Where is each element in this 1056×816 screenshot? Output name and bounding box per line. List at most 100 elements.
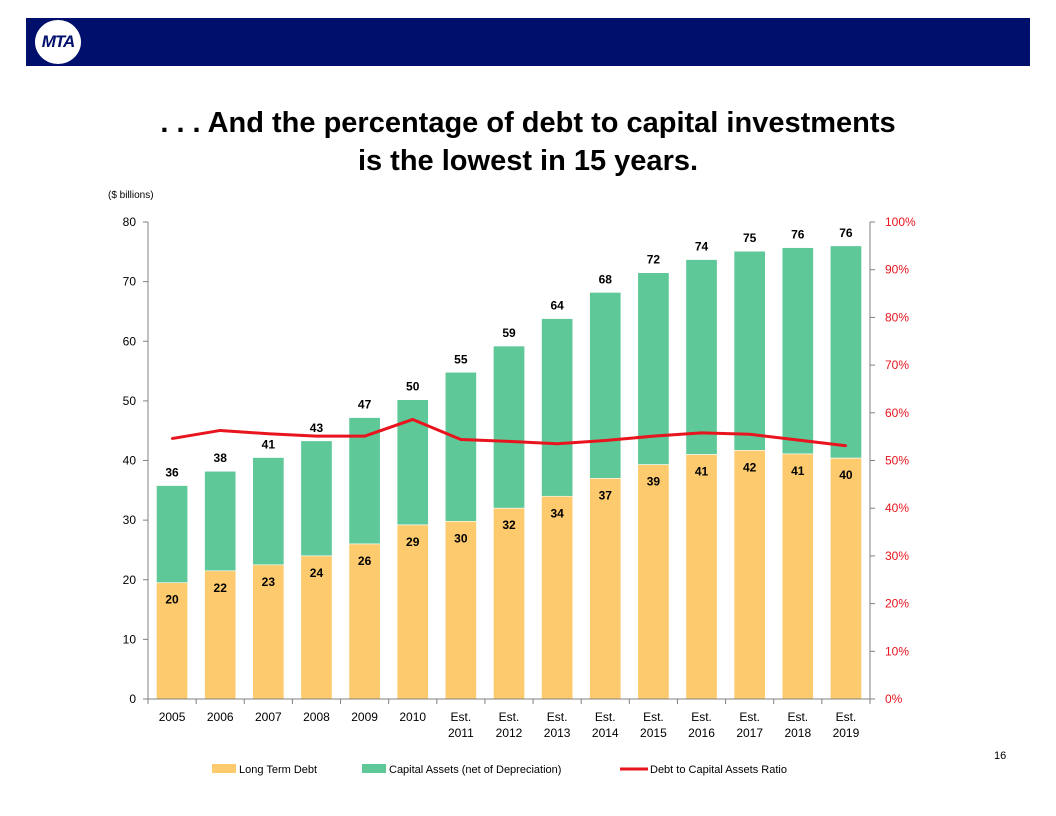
y-right-tick-label: 40%: [885, 501, 909, 515]
x-tick-label: Est.: [547, 710, 568, 724]
long-term-debt-data-label: 23: [262, 575, 276, 589]
capital-assets-data-label: 59: [502, 326, 516, 340]
y-right-tick-label: 80%: [885, 310, 909, 324]
x-tick-label: 2016: [688, 726, 715, 740]
y-left-tick-label: 10: [123, 632, 137, 646]
long-term-debt-data-label: 30: [454, 531, 468, 545]
capital-assets-bar: [156, 485, 189, 584]
ratio-data-point: [459, 438, 463, 441]
ratio-data-point: [555, 442, 559, 446]
y-right-tick-label: 60%: [885, 406, 909, 420]
long-term-debt-data-label: 39: [647, 475, 661, 489]
long-term-debt-bar: [637, 464, 670, 700]
long-term-debt-data-label: 20: [165, 593, 179, 607]
x-tick-label: 2008: [303, 710, 330, 724]
x-tick-label: 2011: [448, 726, 474, 740]
x-tick-label: Est.: [836, 710, 857, 724]
legend-label: Capital Assets (net of Depreciation): [389, 764, 561, 776]
ratio-data-point: [267, 432, 270, 435]
capital-assets-bar: [204, 470, 237, 572]
ratio-data-point: [796, 438, 799, 442]
capital-assets-data-label: 55: [454, 352, 468, 366]
long-term-debt-data-label: 26: [358, 554, 372, 568]
x-tick-label: 2018: [784, 726, 811, 740]
capital-assets-data-label: 75: [743, 231, 757, 245]
y-right-tick-label: 30%: [885, 549, 909, 563]
x-tick-label: 2015: [640, 726, 667, 740]
capital-assets-bar: [781, 247, 814, 455]
x-tick-label: Est.: [595, 710, 616, 724]
long-term-debt-data-label: 41: [695, 465, 709, 479]
legend-swatch: [362, 764, 386, 773]
x-tick-label: Est.: [739, 710, 760, 724]
long-term-debt-bar: [685, 454, 718, 700]
ratio-data-point: [315, 434, 318, 438]
capital-assets-data-label: 76: [839, 226, 853, 240]
long-term-debt-data-label: 41: [791, 464, 805, 478]
page-number: 16: [994, 750, 1007, 762]
long-term-debt-bar: [733, 450, 766, 700]
long-term-debt-bar: [252, 564, 285, 700]
x-tick-label: 2007: [255, 710, 282, 724]
capital-assets-data-label: 47: [358, 398, 372, 412]
ratio-data-point: [844, 444, 848, 447]
capital-assets-data-label: 76: [791, 228, 805, 242]
capital-assets-data-label: 74: [695, 240, 709, 254]
capital-assets-data-label: 64: [550, 299, 564, 313]
y-right-tick-label: 50%: [885, 454, 909, 468]
y-right-tick-label: 10%: [885, 644, 909, 658]
y-left-tick-label: 30: [123, 513, 137, 527]
y-left-tick-label: 70: [123, 275, 137, 289]
legend-label: Debt to Capital Assets Ratio: [650, 764, 787, 776]
x-tick-label: 2014: [592, 726, 619, 740]
y-right-tick-label: 70%: [885, 358, 909, 372]
capital-assets-bar: [348, 417, 381, 545]
header-banner: MTA: [26, 18, 1030, 66]
long-term-debt-bar: [300, 555, 333, 700]
y-left-tick-label: 40: [123, 454, 137, 468]
capital-assets-bar: [252, 457, 285, 566]
capital-assets-bar: [444, 371, 477, 522]
unit-label: ($ billions): [108, 190, 154, 201]
x-tick-label: 2017: [736, 726, 763, 740]
long-term-debt-bar: [444, 521, 477, 700]
long-term-debt-data-label: 40: [839, 468, 853, 482]
capital-assets-bar: [493, 345, 525, 509]
capital-assets-bar: [637, 272, 670, 465]
long-term-debt-data-label: 29: [406, 535, 420, 549]
long-term-debt-data-label: 34: [550, 506, 564, 520]
x-tick-label: 2010: [399, 710, 426, 724]
ratio-data-point: [604, 439, 607, 442]
y-right-tick-label: 0%: [885, 692, 903, 706]
legend-swatch: [212, 764, 236, 773]
ratio-data-point: [507, 440, 511, 443]
x-tick-label: Est.: [787, 710, 808, 724]
ratio-data-point: [411, 418, 414, 421]
capital-assets-data-label: 36: [165, 466, 179, 480]
long-term-debt-bar: [829, 457, 862, 700]
capital-assets-data-label: 50: [406, 380, 420, 394]
capital-assets-bar: [829, 245, 862, 459]
y-right-tick-label: 90%: [885, 263, 909, 277]
y-left-tick-label: 60: [123, 334, 137, 348]
long-term-debt-bar: [589, 478, 622, 700]
x-tick-label: Est.: [643, 710, 664, 724]
long-term-debt-data-label: 42: [743, 460, 757, 474]
y-left-tick-label: 50: [123, 394, 137, 408]
mta-logo: MTA: [35, 20, 81, 64]
x-tick-label: Est.: [499, 710, 520, 724]
ratio-data-point: [748, 433, 751, 436]
x-tick-label: Est.: [691, 710, 712, 724]
legend-label: Long Term Debt: [239, 764, 317, 776]
x-tick-label: 2005: [159, 710, 186, 724]
ratio-data-point: [219, 429, 222, 432]
y-right-tick-label: 20%: [885, 597, 909, 611]
capital-assets-bar: [685, 259, 718, 455]
capital-assets-data-label: 68: [599, 272, 613, 286]
mta-logo-text: MTA: [41, 32, 76, 51]
long-term-debt-bar: [396, 524, 429, 700]
capital-assets-data-label: 38: [214, 451, 228, 465]
slide-title-line-2: is the lowest in 15 years.: [357, 145, 699, 177]
x-tick-label: 2009: [351, 710, 378, 724]
